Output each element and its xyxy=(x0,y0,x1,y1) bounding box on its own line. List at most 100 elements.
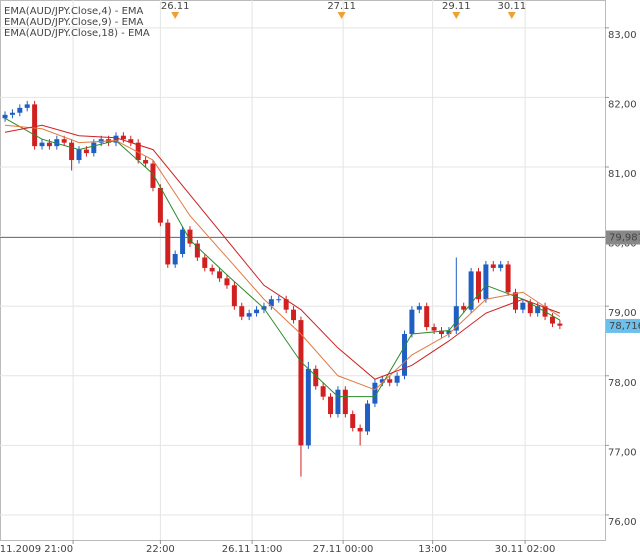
legend-entry: EMA(AUD/JPY.Close,4) - EMA xyxy=(4,6,144,17)
x-tick-label: 24.11.2009 21:00 xyxy=(0,544,73,555)
candle-body xyxy=(409,309,415,335)
candle-body xyxy=(194,243,200,258)
price-tag xyxy=(606,318,640,333)
candle-body xyxy=(461,306,467,310)
candle-body xyxy=(498,264,504,268)
candle-body xyxy=(69,142,75,161)
y-tick-label: 83,00 xyxy=(608,30,637,41)
day-marker-label: 30.11 xyxy=(497,1,526,12)
candle-body xyxy=(402,334,408,376)
candle-body xyxy=(475,271,481,300)
candle-body xyxy=(365,403,371,432)
y-tick-label: 76,00 xyxy=(608,517,637,528)
candle-body xyxy=(557,323,563,326)
candle-body xyxy=(224,278,230,286)
candle-body xyxy=(120,135,126,140)
candle-body xyxy=(91,142,97,154)
ema-line xyxy=(4,124,561,391)
candle-body xyxy=(180,229,186,254)
y-tick-label: 78,00 xyxy=(608,378,637,389)
candle-body xyxy=(165,222,171,265)
x-tick-label: 13:00 xyxy=(418,544,447,555)
x-tick-label: 26.11 11:00 xyxy=(222,544,283,555)
candle-body xyxy=(254,309,260,314)
y-tick-label: 81,00 xyxy=(608,169,637,180)
candle-body xyxy=(217,271,223,279)
candle-body xyxy=(357,427,363,432)
price-tag-label: 79,987 xyxy=(609,233,640,244)
candle-body xyxy=(283,299,289,310)
candle-body xyxy=(276,299,282,301)
candle-body xyxy=(298,320,304,446)
candle-body xyxy=(313,368,319,387)
candle-body xyxy=(17,107,23,113)
ema-line xyxy=(4,124,561,380)
legend-entry: EMA(AUD/JPY.Close,18) - EMA xyxy=(4,28,150,39)
candle-body xyxy=(2,114,8,119)
day-marker xyxy=(507,12,516,19)
day-marker-label: 27.11 xyxy=(327,1,356,12)
day-marker xyxy=(337,12,346,19)
candle-body xyxy=(379,379,385,383)
price-tag-label: 78,716 xyxy=(609,321,640,332)
candle-body xyxy=(335,389,341,415)
plot-frame xyxy=(0,0,606,541)
x-tick-label: 30.11 02:00 xyxy=(495,544,556,555)
candle-body xyxy=(113,135,119,143)
candle-body xyxy=(483,264,489,300)
day-marker xyxy=(452,12,461,19)
day-marker xyxy=(171,12,180,19)
candle-body xyxy=(416,306,422,310)
candle-body xyxy=(143,160,149,164)
candle-body xyxy=(512,292,518,310)
day-marker-label: 26.11 xyxy=(161,1,190,12)
x-tick-label: 27.11 00:00 xyxy=(313,544,374,555)
y-tick-label: 82,00 xyxy=(608,99,637,110)
candle-body xyxy=(157,187,163,223)
ema-line xyxy=(4,117,561,398)
candle-body xyxy=(520,302,526,310)
candle-body xyxy=(202,257,208,268)
price-tag xyxy=(606,230,640,245)
candle-body xyxy=(76,149,82,161)
candle-body xyxy=(446,330,452,335)
y-tick-label: 79,00 xyxy=(608,308,637,319)
candle-body xyxy=(372,382,378,404)
candle-body xyxy=(535,306,541,314)
candle-body xyxy=(135,142,141,161)
candle-body xyxy=(527,302,533,314)
candle-body xyxy=(83,149,89,154)
candle-body xyxy=(439,330,445,335)
candle-body xyxy=(505,264,511,293)
day-marker-label: 29.11 xyxy=(442,1,471,12)
candle-body xyxy=(24,104,30,108)
candle-body xyxy=(54,139,60,147)
candle-body xyxy=(239,306,245,317)
candle-body xyxy=(246,313,252,317)
candle-body xyxy=(305,368,311,446)
candle-body xyxy=(150,163,156,188)
candle-body xyxy=(350,414,356,428)
candle-body xyxy=(453,306,459,331)
candle-body xyxy=(39,142,45,147)
candle-body xyxy=(128,139,134,143)
candle-body xyxy=(231,285,237,307)
candle-body xyxy=(468,271,474,310)
y-tick-label: 77,00 xyxy=(608,447,637,458)
candle-body xyxy=(32,104,38,147)
candle-body xyxy=(61,139,67,143)
candle-body xyxy=(291,309,297,321)
candle-body xyxy=(328,396,334,415)
candle-body xyxy=(342,389,348,415)
candle-body xyxy=(394,375,400,383)
candle-body xyxy=(268,299,274,307)
candle-body xyxy=(9,112,15,115)
candle-body xyxy=(209,267,215,272)
candle-body xyxy=(320,386,326,397)
x-tick-label: 22:00 xyxy=(146,544,175,555)
candle-body xyxy=(172,253,178,265)
candle-body xyxy=(424,306,430,328)
candle-body xyxy=(549,316,555,324)
legend-entry: EMA(AUD/JPY.Close,9) - EMA xyxy=(4,17,144,28)
